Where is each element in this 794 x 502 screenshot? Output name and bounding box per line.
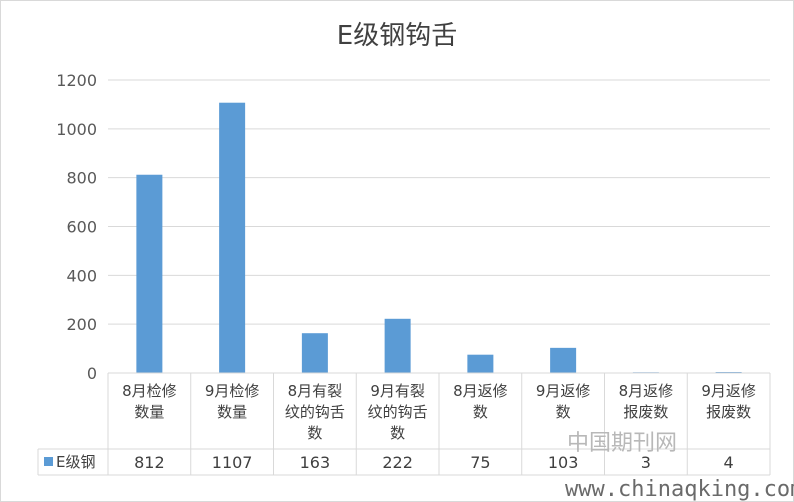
bar xyxy=(384,318,411,373)
bar xyxy=(301,333,328,373)
legend-label: E级钢 xyxy=(56,453,95,471)
data-label: 812 xyxy=(134,453,165,472)
data-table: 8月检修数量 9月检修数量 8月有裂纹的钩舌数 9月有裂纹的钩舌数 8月返修数 9月返修数… xyxy=(37,372,771,476)
data-label: 3 xyxy=(641,453,651,472)
category-label: 8月返修数 xyxy=(453,382,508,421)
y-tick-label: 200 xyxy=(66,315,97,334)
bar xyxy=(467,354,494,373)
data-label: 222 xyxy=(382,453,413,472)
category-label: 8月检修数量 xyxy=(122,382,177,421)
data-label: 103 xyxy=(548,453,579,472)
y-axis-ticks: 0 200 400 600 800 1000 1200 xyxy=(56,71,97,383)
y-tick-label: 400 xyxy=(66,266,97,285)
data-label: 4 xyxy=(724,453,734,472)
legend-swatch xyxy=(44,457,53,466)
y-tick-label: 0 xyxy=(87,364,97,383)
bar-layer xyxy=(136,102,742,374)
category-label: 9月有裂纹的钩舌数 xyxy=(368,382,428,442)
y-tick-label: 1200 xyxy=(56,71,97,90)
category-label: 8月返修报废数 xyxy=(619,382,674,421)
data-label: 75 xyxy=(470,453,490,472)
y-tick-label: 600 xyxy=(66,218,97,237)
y-tick-label: 1000 xyxy=(56,120,97,139)
watermark-site-name: 中国期刊网 xyxy=(567,431,677,456)
bar xyxy=(219,102,246,374)
category-label: 9月返修数 xyxy=(536,382,591,421)
data-label: 1107 xyxy=(212,453,253,472)
watermark-url: www.chinaqking.com xyxy=(565,477,794,502)
y-tick-label: 800 xyxy=(66,169,97,188)
watermark: 中国期刊网 www.chinaqking.com xyxy=(565,431,794,502)
category-label: 8月有裂纹的钩舌数 xyxy=(285,382,345,442)
bar xyxy=(550,347,577,373)
bar xyxy=(136,174,163,373)
data-label: 163 xyxy=(300,453,331,472)
chart-title: E级钢钩舌 xyxy=(337,21,457,51)
grid-layer xyxy=(108,79,770,325)
category-label: 9月返修报废数 xyxy=(701,382,756,421)
category-label: 9月检修数量 xyxy=(205,382,260,421)
